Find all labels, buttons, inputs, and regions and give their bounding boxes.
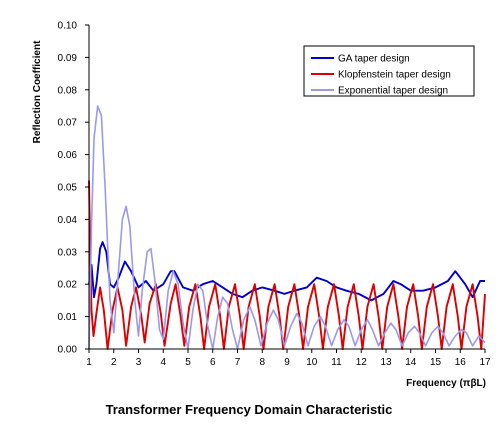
ticks-layer: 0.00 0.01 0.02 0.03 0.04 0.05 0.06 0.07 0.08 0.09… — [58, 21, 491, 369]
chart-caption: Transformer Frequency Domain Characteris… — [105, 402, 393, 417]
y-tick-label: 0.02 — [58, 280, 78, 291]
y-tick-label: 0.04 — [58, 215, 78, 226]
series-line-3 — [88, 105, 486, 350]
y-tick-label: 0.07 — [58, 118, 78, 129]
legend-box — [303, 45, 475, 97]
x-tick-label: 10 — [306, 357, 318, 368]
x-tick-label: 13 — [380, 357, 392, 368]
x-tick-label: 1 — [86, 357, 92, 368]
y-axis-label: Reflection Coefficient — [32, 40, 43, 143]
x-axis-label: Frequency (πβL) — [406, 378, 486, 389]
legend-label-2: Klopfenstein taper design — [338, 70, 451, 81]
legend: GA taper design Klopfenstein taper design… — [303, 45, 475, 97]
x-tick-label: 8 — [259, 357, 265, 368]
x-tick-label: 6 — [210, 357, 216, 368]
x-tick-label: 17 — [479, 357, 491, 368]
x-tick-label: 4 — [160, 357, 166, 368]
y-tick-label: 0.03 — [58, 247, 78, 258]
y-tick-label: 0.01 — [58, 312, 78, 323]
x-tick-label: 15 — [430, 357, 442, 368]
x-tick-label: 14 — [405, 357, 417, 368]
x-tick-label: 2 — [111, 357, 117, 368]
y-tick-label: 0.08 — [58, 85, 78, 96]
y-tick-label: 0.06 — [58, 150, 78, 161]
legend-label-1: GA taper design — [338, 54, 410, 65]
x-tick-label: 5 — [185, 357, 191, 368]
y-tick-label: 0.05 — [58, 183, 78, 194]
x-tick-label: 9 — [284, 357, 290, 368]
x-tick-label: 7 — [235, 357, 241, 368]
legend-label-3: Exponential taper design — [338, 86, 448, 97]
y-tick-label: 0.00 — [58, 345, 78, 356]
series-layer — [88, 105, 486, 350]
x-tick-label: 11 — [331, 357, 342, 368]
x-tick-label: 12 — [356, 357, 368, 368]
x-tick-label: 16 — [455, 357, 467, 368]
y-tick-label: 0.09 — [58, 53, 78, 64]
y-tick-label: 0.10 — [58, 21, 78, 32]
x-tick-label: 3 — [136, 357, 142, 368]
